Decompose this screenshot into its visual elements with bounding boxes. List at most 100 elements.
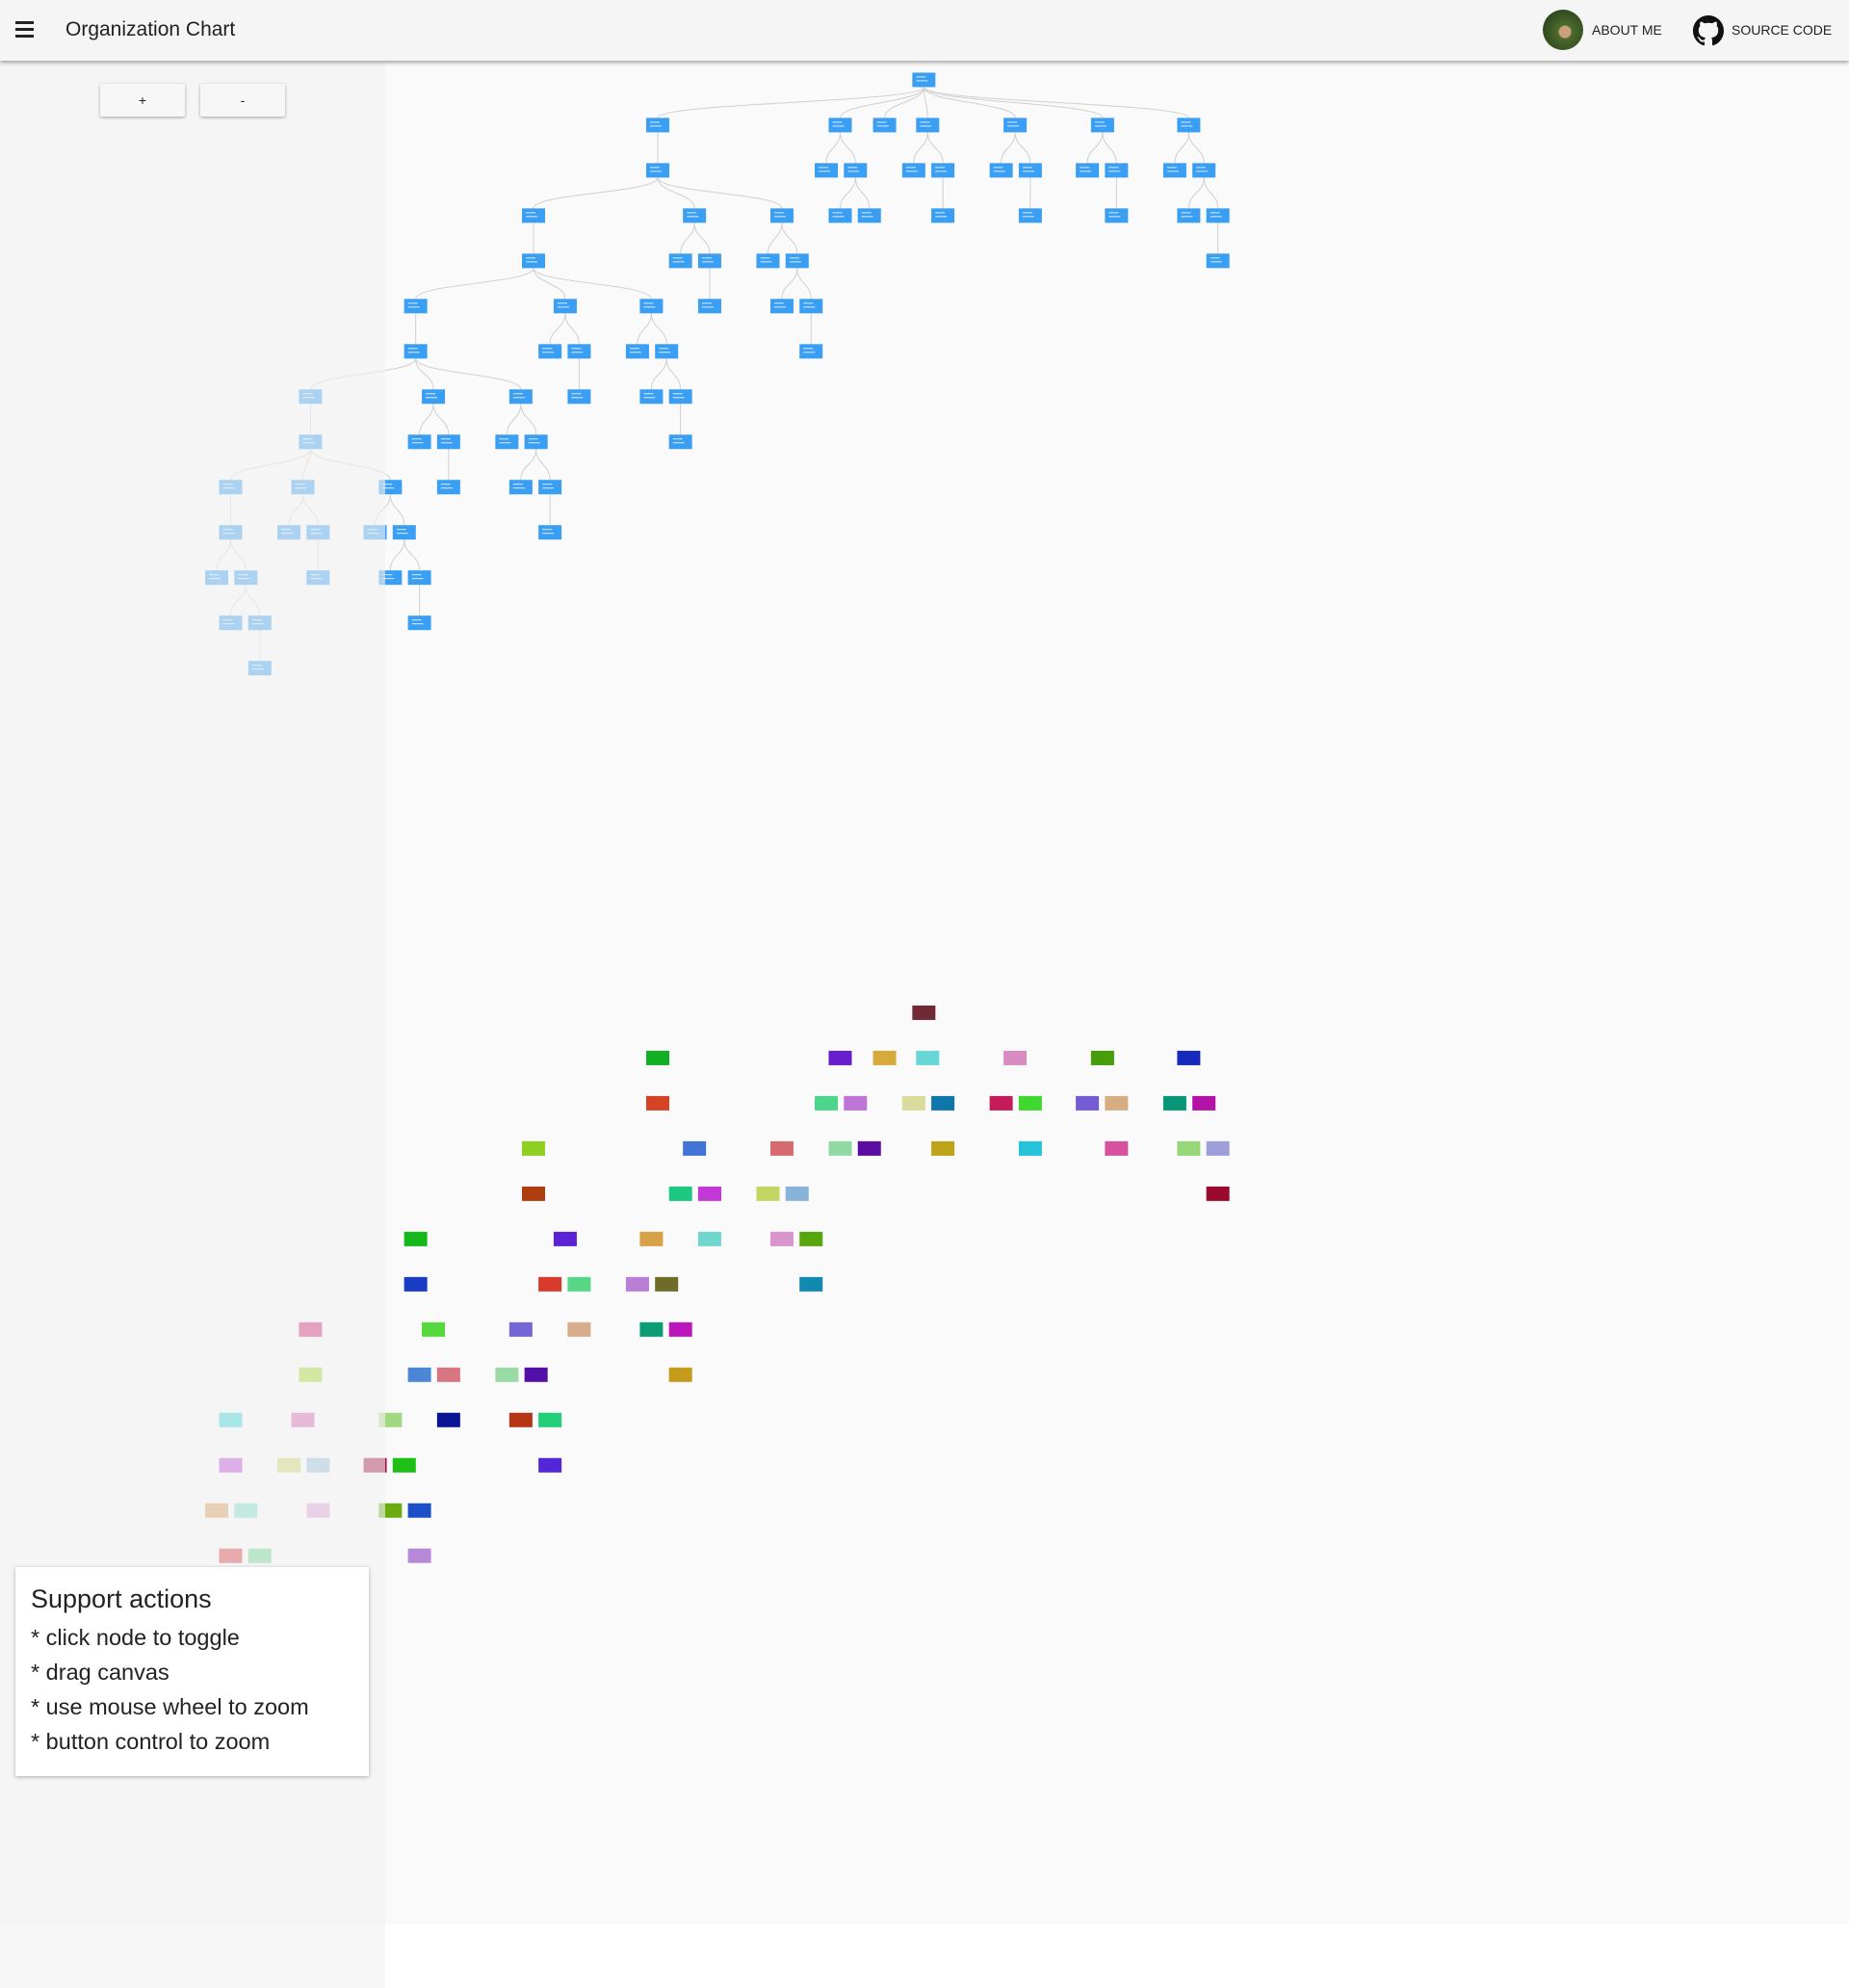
tree-node[interactable] — [1162, 163, 1186, 178]
hit-node — [769, 1231, 794, 1246]
tree-node[interactable] — [567, 389, 591, 405]
tree-node[interactable] — [1105, 208, 1129, 223]
hit-node — [697, 1186, 721, 1201]
tree-node[interactable] — [407, 615, 431, 631]
tree-node[interactable] — [1177, 118, 1201, 133]
avatar[interactable] — [1543, 10, 1583, 50]
tree-link — [657, 177, 783, 209]
tree-node[interactable] — [625, 344, 649, 359]
tree-node[interactable] — [508, 389, 533, 405]
hit-node — [1162, 1095, 1186, 1111]
github-icon[interactable] — [1693, 15, 1724, 46]
tree-node[interactable] — [815, 163, 839, 178]
tree-node[interactable] — [872, 118, 897, 133]
help-item: * button control to zoom — [31, 1729, 271, 1754]
tree-link — [680, 222, 695, 254]
tree-node[interactable] — [1018, 208, 1042, 223]
tree-node[interactable] — [683, 208, 707, 223]
tree-link — [415, 268, 534, 300]
tree-node[interactable] — [538, 344, 562, 359]
tree-node[interactable] — [697, 253, 721, 269]
tree-node[interactable] — [639, 299, 664, 314]
tree-node[interactable] — [524, 434, 548, 450]
tree-node[interactable] — [785, 253, 809, 269]
tree-node[interactable] — [645, 118, 669, 133]
tree-node[interactable] — [645, 163, 669, 178]
about-me-link[interactable]: ABOUT ME — [1592, 22, 1662, 38]
tree-node[interactable] — [1105, 163, 1129, 178]
tree-node[interactable] — [668, 253, 692, 269]
tree-node[interactable] — [538, 525, 562, 540]
tree-node[interactable] — [1192, 163, 1216, 178]
hit-node — [844, 1095, 868, 1111]
hit-node — [553, 1231, 577, 1246]
hit-node — [422, 1321, 446, 1337]
tree-node[interactable] — [756, 253, 780, 269]
tree-node[interactable] — [828, 208, 852, 223]
tree-node[interactable] — [538, 480, 562, 495]
tree-link — [506, 404, 522, 435]
hit-node — [756, 1186, 780, 1201]
tree-node[interactable] — [1206, 253, 1230, 269]
tree-node[interactable] — [407, 570, 431, 586]
tree-node[interactable] — [989, 163, 1013, 178]
tree-node[interactable] — [1003, 118, 1028, 133]
tree-link — [781, 268, 798, 300]
tree-node[interactable] — [436, 480, 460, 495]
hit-node — [1177, 1050, 1201, 1065]
zoom-out-button[interactable]: - — [200, 84, 285, 117]
tree-node[interactable] — [901, 163, 925, 178]
tree-node[interactable] — [1090, 118, 1114, 133]
tree-node[interactable] — [508, 480, 533, 495]
tree-node[interactable] — [844, 163, 868, 178]
tree-node[interactable] — [799, 299, 823, 314]
tree-node[interactable] — [668, 434, 692, 450]
tree-node[interactable] — [522, 253, 546, 269]
hit-node — [697, 1231, 721, 1246]
tree-link — [767, 222, 783, 254]
tree-node[interactable] — [639, 389, 664, 405]
tree-node[interactable] — [828, 118, 852, 133]
tree-node[interactable] — [422, 389, 446, 405]
hit-node — [639, 1231, 664, 1246]
tree-node[interactable] — [931, 208, 955, 223]
tree-node[interactable] — [769, 299, 794, 314]
tree-node[interactable] — [799, 344, 823, 359]
tree-node[interactable] — [1076, 163, 1100, 178]
tree-node[interactable] — [916, 118, 940, 133]
tree-node[interactable] — [668, 389, 692, 405]
tree-node[interactable] — [769, 208, 794, 223]
zoom-in-button[interactable]: + — [100, 84, 185, 117]
hit-node — [1105, 1140, 1129, 1156]
tree-node[interactable] — [522, 208, 546, 223]
tree-node[interactable] — [912, 72, 936, 88]
tree-node[interactable] — [404, 344, 428, 359]
hit-node — [392, 1457, 416, 1473]
tree-node[interactable] — [567, 344, 591, 359]
tree-node[interactable] — [697, 299, 721, 314]
tree-node[interactable] — [392, 525, 416, 540]
tree-node[interactable] — [553, 299, 577, 314]
tree-node[interactable] — [407, 434, 431, 450]
tree-link — [923, 86, 1104, 118]
tree-link — [533, 268, 652, 300]
tree-link — [533, 177, 659, 209]
tree-node[interactable] — [931, 163, 955, 178]
tree-node[interactable] — [404, 299, 428, 314]
menu-icon[interactable] — [15, 21, 34, 39]
tree-node[interactable] — [1177, 208, 1201, 223]
tree-link — [854, 177, 871, 209]
tree-node[interactable] — [655, 344, 679, 359]
tree-link — [796, 268, 812, 300]
hit-node — [645, 1095, 669, 1111]
tree-node[interactable] — [1018, 163, 1042, 178]
app-bar: Organization Chart ABOUT ME SOURCE CODE — [0, 0, 1849, 61]
tree-node[interactable] — [436, 434, 460, 450]
tree-node[interactable] — [495, 434, 519, 450]
hit-node — [436, 1367, 460, 1382]
hit-node — [407, 1548, 431, 1563]
source-code-link[interactable]: SOURCE CODE — [1732, 22, 1833, 38]
tree-node[interactable] — [857, 208, 881, 223]
hit-node — [916, 1050, 940, 1065]
tree-node[interactable] — [1206, 208, 1230, 223]
